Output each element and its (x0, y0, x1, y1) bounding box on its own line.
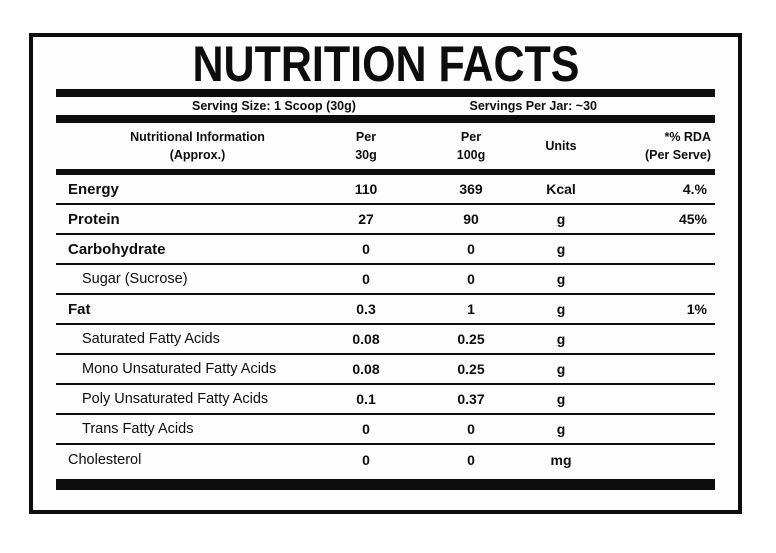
label-title: NUTRITION FACTS (191, 36, 579, 92)
table-row-protein: Protein 27 90 g 45% (56, 205, 715, 235)
column-header-line: 100g (456, 148, 486, 162)
serving-size-text: Serving Size: 1 Scoop (30g) (192, 99, 356, 113)
cell-units: g (556, 331, 566, 347)
cell-per-100g: 1 (467, 301, 475, 317)
separator-bar-bottom (56, 479, 715, 490)
label-content: Serving Size: 1 Scoop (30g) Servings Per… (56, 89, 715, 490)
cell-units: g (556, 421, 566, 437)
row-label: Carbohydrate (68, 240, 166, 258)
cell-per-100g: 0.25 (457, 361, 485, 377)
row-label: Cholesterol (68, 452, 142, 468)
cell-per-30g: 0 (362, 452, 370, 468)
cell-per-30g: 27 (358, 211, 374, 227)
servings-per-jar-text: Servings Per Jar: ~30 (469, 99, 597, 113)
column-header-line: 30g (355, 148, 377, 162)
row-label: Saturated Fatty Acids (82, 331, 220, 347)
label-title-wrap: NUTRITION FACTS (33, 39, 738, 89)
column-header-per-100g: Per 100g (421, 128, 521, 164)
separator-bar-top-2 (56, 115, 715, 123)
cell-per-30g: 110 (354, 181, 378, 197)
cell-per-30g: 0.08 (352, 331, 380, 347)
cell-rda: 4.% (682, 181, 707, 197)
nutrition-facts-label: NUTRITION FACTS Serving Size: 1 Scoop (3… (29, 33, 742, 514)
serving-info-row: Serving Size: 1 Scoop (30g) Servings Per… (56, 97, 715, 115)
column-header-line: (Approx.) (169, 148, 226, 162)
cell-per-100g: 0.37 (457, 391, 485, 407)
header-separator-bar (56, 169, 715, 175)
cell-per-100g: 0 (467, 452, 475, 468)
row-label: Trans Fatty Acids (82, 421, 194, 437)
cell-units: g (556, 241, 566, 257)
cell-per-30g: 0 (362, 271, 370, 287)
cell-rda: 45% (678, 211, 707, 227)
column-header-line: (Per Serve) (644, 148, 711, 162)
row-label: Energy (68, 180, 119, 198)
column-header-line: *% RDA (664, 129, 711, 144)
column-header-per-30g: Per 30g (311, 128, 421, 164)
cell-per-30g: 0.08 (352, 361, 380, 377)
cell-per-100g: 0 (467, 421, 475, 437)
table-row-poly-unsaturated-fatty-acids: Poly Unsaturated Fatty Acids 0.1 0.37 g (56, 385, 715, 415)
cell-units: g (556, 271, 566, 287)
cell-per-30g: 0 (362, 241, 370, 257)
cell-rda: 1% (686, 301, 707, 317)
cell-units: g (556, 391, 566, 407)
table-header-row: Nutritional Information (Approx.) Per 30… (56, 123, 715, 169)
column-header-line: Per (355, 129, 377, 144)
cell-per-100g: 0 (467, 241, 475, 257)
table-row-mono-unsaturated-fatty-acids: Mono Unsaturated Fatty Acids 0.08 0.25 g (56, 355, 715, 385)
column-header-nutritional-information: Nutritional Information (Approx.) (56, 128, 311, 164)
cell-units: Kcal (546, 181, 576, 197)
cell-per-100g: 0.25 (457, 331, 485, 347)
table-row-fat: Fat 0.3 1 g 1% (56, 295, 715, 325)
row-label: Protein (68, 210, 120, 228)
cell-units: g (556, 361, 566, 377)
row-label: Fat (68, 300, 91, 318)
cell-per-30g: 0.3 (356, 301, 376, 317)
table-row-cholesterol: Cholesterol 0 0 mg (56, 445, 715, 475)
column-header-rda: *% RDA (Per Serve) (601, 128, 715, 164)
column-header-line: Per (460, 129, 482, 144)
column-header-units: Units (545, 138, 577, 153)
cell-per-30g: 0.1 (356, 391, 376, 407)
table-row-carbohydrate: Carbohydrate 0 0 g (56, 235, 715, 265)
cell-units: mg (550, 452, 572, 468)
cell-units: g (556, 211, 566, 227)
table-row-energy: Energy 110 369 Kcal 4.% (56, 175, 715, 205)
table-row-trans-fatty-acids: Trans Fatty Acids 0 0 g (56, 415, 715, 445)
separator-bar-top-1 (56, 89, 715, 97)
row-label: Mono Unsaturated Fatty Acids (82, 361, 277, 377)
table-row-sugar: Sugar (Sucrose) 0 0 g (56, 265, 715, 295)
cell-per-30g: 0 (362, 421, 370, 437)
row-label: Poly Unsaturated Fatty Acids (82, 391, 269, 407)
row-label: Sugar (Sucrose) (82, 271, 188, 287)
table-row-saturated-fatty-acids: Saturated Fatty Acids 0.08 0.25 g (56, 325, 715, 355)
cell-per-100g: 369 (459, 181, 483, 197)
cell-units: g (556, 301, 566, 317)
cell-per-100g: 0 (467, 271, 475, 287)
cell-per-100g: 90 (463, 211, 479, 227)
column-header-line: Nutritional Information (130, 129, 265, 144)
